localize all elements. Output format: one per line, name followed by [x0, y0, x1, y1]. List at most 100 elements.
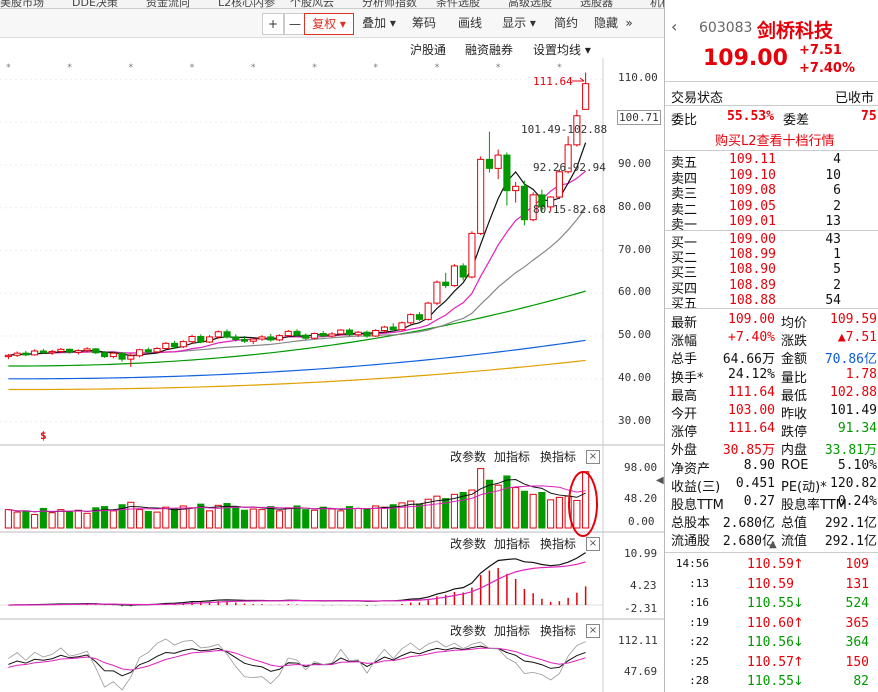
candle-body — [22, 352, 30, 356]
stat-label: 涨幅 — [671, 334, 698, 350]
volume-bar — [284, 507, 292, 529]
collapse-icon[interactable]: ‹ — [671, 17, 678, 36]
panel-splitter-icon[interactable]: ◀ — [656, 475, 664, 486]
last-price: 109.00 — [703, 46, 788, 71]
volume-bar — [127, 501, 135, 529]
expand-up-icon[interactable]: ▲ — [769, 539, 777, 550]
nav-item[interactable]: 个股风云 — [290, 0, 334, 9]
volume-bar — [407, 500, 415, 529]
hugutong-link[interactable]: 沪股通 — [410, 43, 447, 57]
volume-bar — [363, 509, 371, 529]
volume-bar — [345, 506, 354, 529]
kline-chart[interactable]: * * * * * * * * * * — [0, 58, 664, 692]
kdj-add-indicator-button[interactable]: 加指标 — [494, 624, 531, 638]
display-dropdown[interactable]: 显示 ▾ — [502, 16, 536, 30]
tick-time: :28 — [689, 674, 709, 687]
macd-edit-params-button[interactable]: 改参数 — [450, 537, 487, 551]
orderbook-level-label: 买四 — [671, 281, 698, 297]
range-label-1: 101.49-102.88 — [521, 123, 608, 136]
vol-ytick: 98.00 — [624, 461, 658, 474]
volume-bar — [354, 507, 362, 529]
orderbook-level-label: 卖五 — [671, 156, 698, 171]
candle-body — [57, 348, 65, 352]
event-star-icon: * — [6, 63, 11, 73]
kdj-close-icon[interactable]: × — [586, 624, 600, 638]
tick-time: :19 — [689, 615, 709, 629]
ma-settings-dropdown[interactable]: 设置均线 ▾ — [533, 43, 591, 57]
kdj-switch-indicator-button[interactable]: 换指标 — [540, 624, 577, 638]
fuquan-dropdown[interactable]: 复权 ▾ — [304, 13, 354, 35]
candle-body — [153, 347, 161, 353]
candle-body — [573, 115, 581, 146]
zoom-in-button[interactable]: + — [262, 13, 284, 35]
event-star-icon: * — [435, 63, 440, 73]
nav-item[interactable]: L2核心内参 — [218, 0, 276, 9]
candle-body — [424, 302, 432, 320]
overlay-dropdown[interactable]: 叠加 ▾ — [362, 16, 396, 30]
orderbook-volume: 2 — [833, 277, 841, 293]
ma5-line — [8, 142, 587, 357]
high-arrow — [579, 77, 585, 82]
stat-label: 跌停 — [781, 425, 808, 441]
tick-time: :13 — [689, 576, 709, 590]
candle-body — [468, 232, 476, 278]
draw-line-button[interactable]: 画线 — [457, 16, 482, 30]
kdj-ytick: 112.11 — [618, 634, 658, 647]
l2-purchase-link[interactable]: 购买L2查看十档行情 — [715, 134, 835, 149]
vol-close-icon[interactable]: × — [586, 450, 600, 464]
nav-item[interactable]: DDE决策 — [72, 0, 118, 9]
stat-label: 昨收 — [781, 407, 808, 422]
volume-bar — [22, 510, 30, 529]
volume-bar — [153, 511, 161, 529]
nav-item[interactable]: 资金流向 — [146, 0, 190, 9]
macd-switch-indicator-button[interactable]: 换指标 — [540, 537, 577, 551]
vol-switch-indicator-button[interactable]: 换指标 — [540, 450, 577, 464]
candle-body — [354, 331, 362, 336]
macd-close-icon[interactable]: × — [586, 537, 600, 551]
stat-label: 流通股 — [671, 534, 711, 550]
candle-body — [398, 322, 406, 331]
volume-bar — [485, 479, 493, 529]
nav-item[interactable]: 美股市场 — [0, 0, 44, 9]
nav-item[interactable]: 高级选股 — [508, 0, 552, 9]
vol-edit-params-button[interactable]: 改参数 — [450, 450, 487, 464]
candle-body — [503, 154, 511, 192]
stat-value: 2.680亿 — [722, 534, 775, 550]
stat-label: 总手 — [671, 352, 698, 368]
orderbook-volume: 2 — [833, 198, 841, 214]
nav-item[interactable]: 条件选股 — [436, 0, 480, 9]
stat-value: 64.66万 — [722, 352, 775, 368]
kdj-edit-params-button[interactable]: 改参数 — [450, 624, 487, 638]
macd-add-indicator-button[interactable]: 加指标 — [494, 537, 531, 551]
simple-mode-button[interactable]: 简约 — [553, 16, 578, 30]
volume-bar — [398, 502, 406, 529]
margin-trading-link[interactable]: 融资融券 — [465, 43, 514, 57]
stat-value: 5.10% — [837, 457, 877, 473]
more-icon[interactable]: » — [625, 16, 633, 30]
nav-item[interactable]: 分析师指数 — [362, 0, 417, 9]
candle-body — [363, 331, 371, 337]
volume-bar — [424, 498, 432, 529]
candle-body — [162, 342, 170, 349]
tick-volume: 82 — [853, 674, 869, 689]
divider — [665, 105, 878, 106]
hide-button[interactable]: 隐藏 — [593, 16, 618, 30]
tick-price: 110.59 — [747, 576, 794, 592]
volume-bar — [188, 507, 196, 529]
stat-label: 收益(三) — [671, 479, 721, 495]
volume-bar — [573, 499, 581, 529]
zoom-out-button[interactable]: — — [284, 13, 306, 35]
tick-volume: 150 — [845, 654, 869, 670]
vol-add-indicator-button[interactable]: 加指标 — [494, 450, 531, 464]
macd-ytick: -2.31 — [624, 602, 658, 615]
candle-body — [170, 342, 179, 348]
chip-button[interactable]: 筹码 — [411, 16, 436, 30]
nav-item[interactable]: 机构增仓 — [650, 0, 664, 9]
stat-value: 101.49 — [830, 403, 877, 418]
nav-item[interactable]: 选股器 — [580, 0, 613, 9]
candle-body — [310, 332, 319, 339]
orderbook-price: 109.10 — [729, 167, 776, 183]
tick-price: 110.55 — [747, 596, 794, 611]
ma30-line — [8, 290, 586, 367]
event-marker-icon[interactable]: $ — [40, 429, 47, 442]
